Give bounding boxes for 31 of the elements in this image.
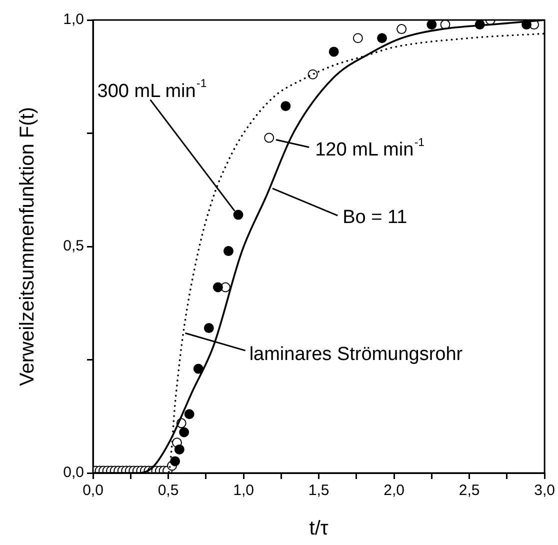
point	[308, 69, 318, 80]
point	[264, 132, 274, 143]
x-axis-title: t/τ	[309, 518, 328, 540]
y-tick-label: 1,0	[63, 11, 84, 28]
annotation: laminares Strömungsrohr	[249, 344, 464, 365]
point	[328, 46, 339, 57]
point	[426, 20, 437, 30]
point	[179, 427, 190, 438]
point	[352, 33, 363, 44]
x-tick-label: 0,5	[158, 482, 179, 500]
point	[193, 364, 204, 374]
point	[174, 444, 184, 454]
point	[223, 246, 234, 256]
x-tick-label: 3,0	[534, 482, 556, 500]
x-tick-label: 1,0	[233, 482, 254, 500]
point	[204, 323, 214, 334]
point	[377, 33, 388, 44]
point	[233, 210, 244, 220]
point	[170, 456, 180, 466]
point	[212, 282, 223, 292]
y-tick-label: 0,0	[63, 464, 84, 482]
y-axis-title: Verweilzeitsummenfunktion F(t)	[16, 107, 39, 386]
x-tick-label: 2,5	[458, 482, 480, 500]
point	[184, 409, 194, 420]
x-tick-label: 0,0	[82, 482, 104, 500]
x-tick-label: 2,0	[384, 482, 404, 500]
annotation: Bo = 11	[342, 206, 408, 228]
y-tick-label: 0,5	[63, 238, 84, 255]
point	[396, 24, 407, 34]
x-tick-label: 1,5	[308, 482, 330, 500]
point	[280, 101, 291, 112]
